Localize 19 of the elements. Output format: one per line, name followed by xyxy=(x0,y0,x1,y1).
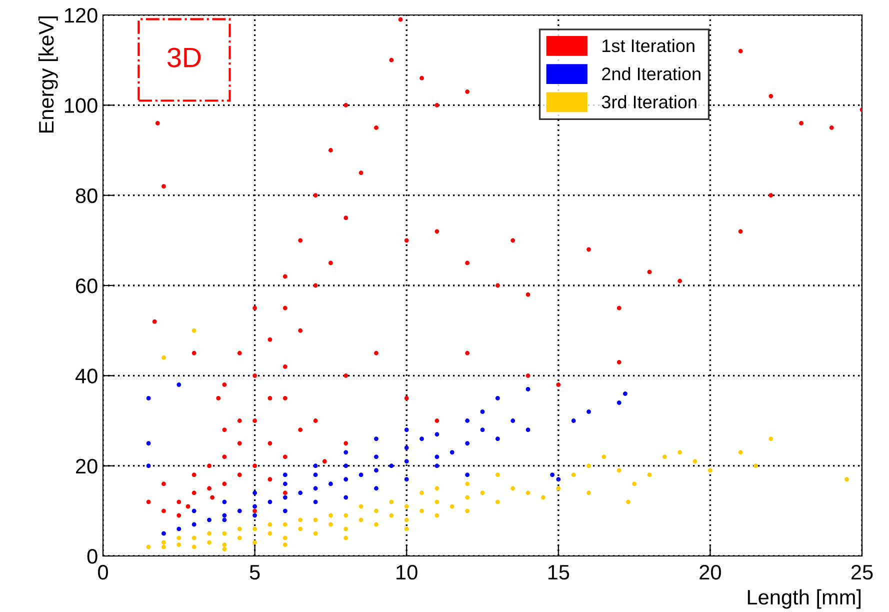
y-tick-label: 100 xyxy=(64,98,98,113)
y-axis-title: Energy [keV] xyxy=(38,16,58,133)
x-tick-label: 20 xyxy=(700,564,721,580)
legend-label: 2nd Iteration xyxy=(602,67,700,80)
x-axis-title: Length [mm] xyxy=(748,589,861,609)
y-tick-label: 20 xyxy=(76,458,98,474)
y-tick-label: 80 xyxy=(76,188,98,204)
y-tick-label: 120 xyxy=(64,8,98,23)
y-tick-label: 0 xyxy=(87,549,98,564)
x-tick-label: 5 xyxy=(250,565,260,580)
legend-label: 1st Iteration xyxy=(602,38,694,52)
annotation: 3D xyxy=(168,48,201,68)
x-tick-label: 25 xyxy=(851,564,873,580)
legend-label: 3rd Iteration xyxy=(602,95,696,108)
x-tick-label: 10 xyxy=(396,564,418,580)
x-tick-label: 15 xyxy=(548,565,570,580)
x-tick-label: 0 xyxy=(98,564,108,580)
y-tick-label: 40 xyxy=(75,368,98,384)
y-tick-label: 60 xyxy=(76,278,98,294)
